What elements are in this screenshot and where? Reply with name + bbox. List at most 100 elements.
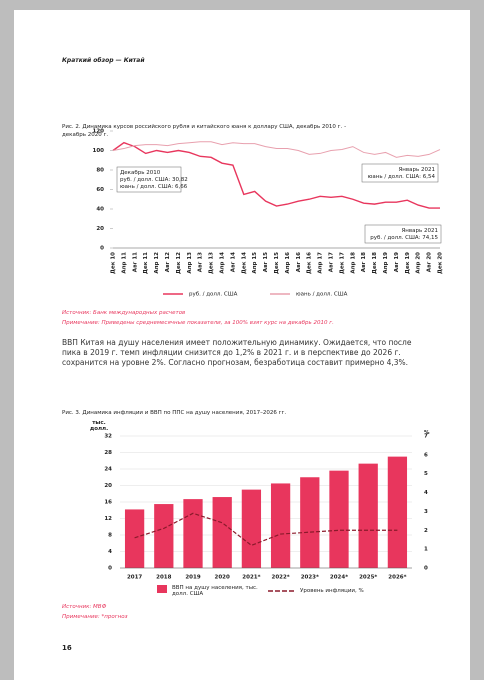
legend-label: руб. / долл. США [189, 292, 238, 298]
x-tick-label: Дек 18 [372, 252, 378, 274]
x-tick-label: Авг 16 [296, 252, 302, 272]
annotation-text: Январь 2021 [401, 228, 438, 234]
x-tick-label: Апр 16 [285, 252, 291, 274]
bar [329, 470, 349, 568]
x-tick-label: Апр 13 [187, 252, 193, 274]
legend-label: юань / долл. США [296, 292, 348, 298]
page-number: 16 [62, 644, 72, 652]
line [134, 512, 398, 547]
x-tick-label: 2026* [388, 575, 406, 581]
x-tick-label: 2021* [242, 575, 260, 581]
legend-label: Уровень инфляции, % [300, 588, 364, 594]
y2-tick-label: 7 [424, 434, 428, 440]
y2-tick-label: 3 [424, 509, 428, 515]
x-tick-label: Авг 18 [361, 252, 367, 272]
bar [241, 489, 262, 568]
x-tick-label: Апр 20 [416, 252, 422, 274]
x-tick-label: Авг 11 [132, 252, 138, 272]
y2-tick-label: 6 [424, 452, 428, 458]
bar [300, 477, 320, 568]
x-tick-label: Апр 14 [220, 252, 226, 274]
y2-tick-label: 2 [424, 528, 428, 534]
x-tick-label: Авг 12 [165, 252, 171, 272]
y-tick-label: 12 [104, 516, 112, 522]
legend-label: ВВП на душу населения, тыс. долл. США [172, 585, 258, 597]
x-tick-label: Авг 14 [230, 252, 236, 272]
x-tick-label: Апр 18 [350, 252, 356, 274]
y-tick-label: 16 [104, 500, 112, 506]
paragraph: ВВП Китая на душу населения имеет положи… [62, 338, 412, 367]
bar [212, 497, 232, 568]
x-tick-label: Апр 15 [252, 252, 258, 274]
annotation-text: руб. / долл. США: 30,82 [120, 177, 188, 183]
x-tick-label: Авг 19 [394, 252, 400, 272]
y2-tick-label: 1 [424, 547, 428, 553]
bar [124, 509, 145, 568]
x-tick-label: Апр 11 [121, 252, 127, 274]
x-tick-label: Дек 14 [241, 252, 247, 274]
x-tick-label: 2025* [359, 575, 377, 581]
y-tick-label: 28 [104, 450, 112, 456]
x-tick-label: Апр 19 [383, 252, 389, 274]
x-tick-label: 2020 [215, 575, 230, 581]
x-tick-label: Апр 12 [154, 252, 160, 274]
x-tick-label: Дек 20 [438, 252, 444, 274]
y2-axis-label: % [424, 430, 430, 436]
y-tick-label: 20 [104, 483, 112, 489]
annotation-box [364, 224, 442, 244]
y2-tick-label: 5 [424, 471, 428, 477]
y-tick-label: 32 [104, 434, 112, 440]
annotation-text: юань / долл. США: 6,54 [368, 174, 436, 180]
header-title: Краткий обзор — Китай [62, 57, 145, 64]
x-tick-label: Дек 13 [209, 252, 215, 274]
x-tick-label: 2023* [301, 575, 319, 581]
x-tick-label: 2017 [127, 575, 142, 581]
annotation-text: юань / долл. США: 6,66 [120, 184, 188, 190]
y2-tick-label: 0 [424, 566, 428, 572]
annotation-box [116, 166, 182, 193]
bar [183, 499, 203, 568]
x-tick-label: Дек 17 [339, 252, 345, 274]
x-tick-label: Авг 15 [263, 252, 269, 272]
y-tick-label: 0 [100, 246, 104, 252]
y-axis-label: тыс. долл. [89, 420, 109, 432]
note: Примечание: Приведены среднемесячные пок… [62, 320, 334, 326]
note: Примечание: *прогноз [62, 614, 128, 620]
annotation-text: Декабрь 2010 [120, 170, 161, 176]
x-tick-label: Дек 15 [274, 252, 280, 274]
chart-title: Рис. 3. Динамика инфляции и ВВП по ППС н… [62, 410, 287, 416]
x-tick-label: Дек 12 [176, 252, 182, 274]
legend-swatch [157, 585, 167, 593]
x-tick-label: 2024* [330, 575, 348, 581]
annotation-text: руб. / долл. США: 74,15 [370, 235, 438, 241]
line [112, 141, 440, 209]
chart-title: Рис. 2. Динамика курсов российского рубл… [62, 124, 347, 138]
annotation-text: Январь 2021 [398, 167, 435, 173]
line [112, 141, 441, 158]
x-tick-label: 2022* [272, 575, 290, 581]
bar [387, 456, 408, 568]
source: Источник: Банк международных расчетов [62, 310, 186, 316]
y-tick-label: 120 [93, 129, 105, 135]
annotation-box [361, 163, 439, 183]
y2-tick-label: 4 [424, 490, 428, 496]
y-tick-label: 60 [96, 187, 104, 193]
y-tick-label: 100 [93, 148, 105, 154]
y-tick-label: 4 [108, 549, 112, 555]
x-tick-label: Апр 17 [318, 252, 324, 274]
y-tick-label: 40 [96, 207, 104, 213]
y-tick-label: 0 [108, 566, 112, 572]
bar [270, 483, 291, 568]
x-tick-label: Дек 10 [111, 252, 117, 274]
x-tick-label: 2018 [156, 575, 171, 581]
y-tick-label: 8 [108, 533, 112, 539]
x-tick-label: 2019 [185, 575, 200, 581]
x-tick-label: Дек 11 [143, 252, 149, 274]
x-tick-label: Авг 17 [329, 252, 335, 272]
x-tick-label: Авг 20 [427, 252, 433, 272]
bar [154, 504, 174, 568]
x-tick-label: Дек 19 [405, 252, 411, 274]
y-tick-label: 20 [96, 226, 104, 232]
